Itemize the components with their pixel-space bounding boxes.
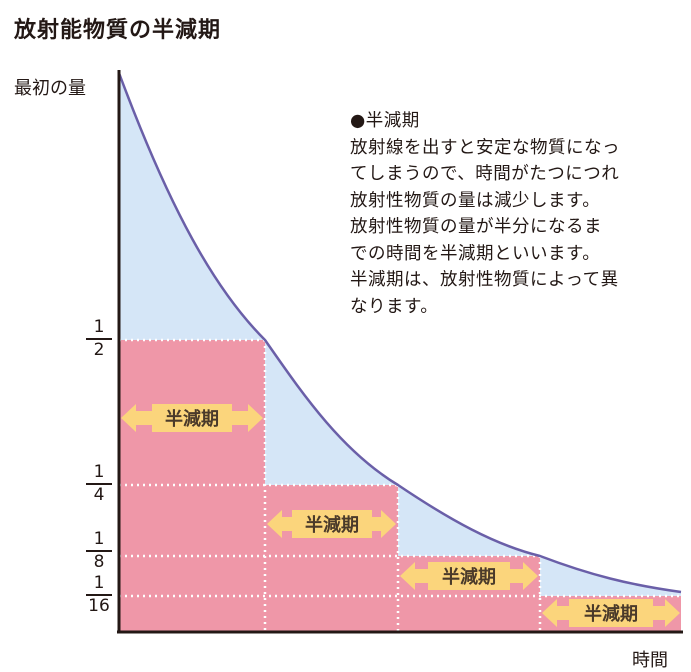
note-line: 半減期は、放射性物質によって異	[350, 270, 619, 290]
half-life-arrow-label: 半減期	[305, 514, 359, 536]
fraction-denominator: 4	[93, 484, 105, 505]
dotted-grid	[119, 338, 681, 632]
fraction-bar	[86, 550, 112, 552]
half-life-arrow-2: 半減期	[267, 510, 396, 538]
level-label-eighth: 1 8	[84, 530, 114, 572]
half-life-arrow-4: 半減期	[542, 599, 680, 627]
diagram-title: 放射能物質の半減期	[14, 18, 222, 43]
fraction-denominator: 2	[93, 339, 105, 360]
half-life-explanation: ●半減期 放射線を出すと安定な物質になっ てしまうので、時間がたつにつれ 放射性…	[350, 108, 620, 320]
fraction-bar	[86, 338, 112, 340]
half-life-arrow-label: 半減期	[165, 408, 219, 430]
fraction-numerator: 1	[93, 462, 105, 482]
half-life-arrow-1: 半減期	[121, 404, 263, 432]
note-line: 放射性物質の量は減少します。	[350, 190, 601, 211]
note-line: なります。	[350, 296, 439, 317]
half-life-arrow-label: 半減期	[442, 566, 496, 588]
level-label-sixteenth: 1 16	[84, 574, 114, 616]
fraction-numerator: 1	[93, 529, 105, 549]
y-axis-label: 最初の量	[14, 78, 86, 99]
fraction-denominator: 16	[88, 595, 110, 616]
half-life-arrow-label: 半減期	[584, 603, 638, 625]
note-line: てしまうので、時間がたつにつれ	[350, 164, 620, 184]
fraction-bar	[86, 594, 112, 596]
x-axis-label: 時間	[632, 650, 668, 671]
remaining-amount-steps	[119, 340, 681, 632]
level-label-half: 1 2	[84, 318, 114, 360]
half-life-arrow-3: 半減期	[400, 562, 538, 590]
decay-curve	[117, 72, 682, 594]
fraction-denominator: 8	[93, 551, 105, 572]
fraction-bar	[86, 483, 112, 485]
note-line: 放射性物質の量が半分になるま	[350, 217, 602, 237]
level-label-quarter: 1 4	[84, 463, 114, 505]
note-line: での時間を半減期といいます。	[350, 243, 601, 264]
note-heading: ●半減期	[350, 111, 420, 131]
fraction-numerator: 1	[93, 573, 105, 593]
note-line: 放射線を出すと安定な物質になっ	[350, 137, 620, 158]
fraction-numerator: 1	[93, 317, 105, 337]
